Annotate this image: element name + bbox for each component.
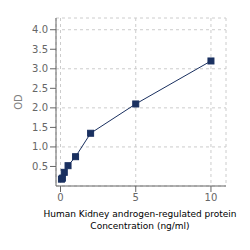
svg-text:1.5: 1.5 bbox=[32, 122, 48, 133]
svg-text:OD: OD bbox=[13, 94, 24, 110]
svg-text:3.5: 3.5 bbox=[32, 44, 48, 55]
svg-text:4.0: 4.0 bbox=[32, 24, 48, 35]
svg-text:10: 10 bbox=[205, 192, 218, 203]
svg-text:1.0: 1.0 bbox=[32, 141, 48, 152]
html-text:Concentration (ng/ml): Concentration (ng/ml) bbox=[90, 221, 190, 231]
svg-text:2.5: 2.5 bbox=[32, 83, 48, 94]
svg-text:3.0: 3.0 bbox=[32, 63, 48, 74]
svg-text:2.0: 2.0 bbox=[32, 102, 48, 113]
svg-text:0.5: 0.5 bbox=[32, 161, 48, 172]
svg-text:5: 5 bbox=[133, 192, 139, 203]
svg-text:0: 0 bbox=[57, 192, 63, 203]
html-text:Human Kidney androgen-regulate: Human Kidney androgen-regulated protein bbox=[43, 209, 237, 219]
